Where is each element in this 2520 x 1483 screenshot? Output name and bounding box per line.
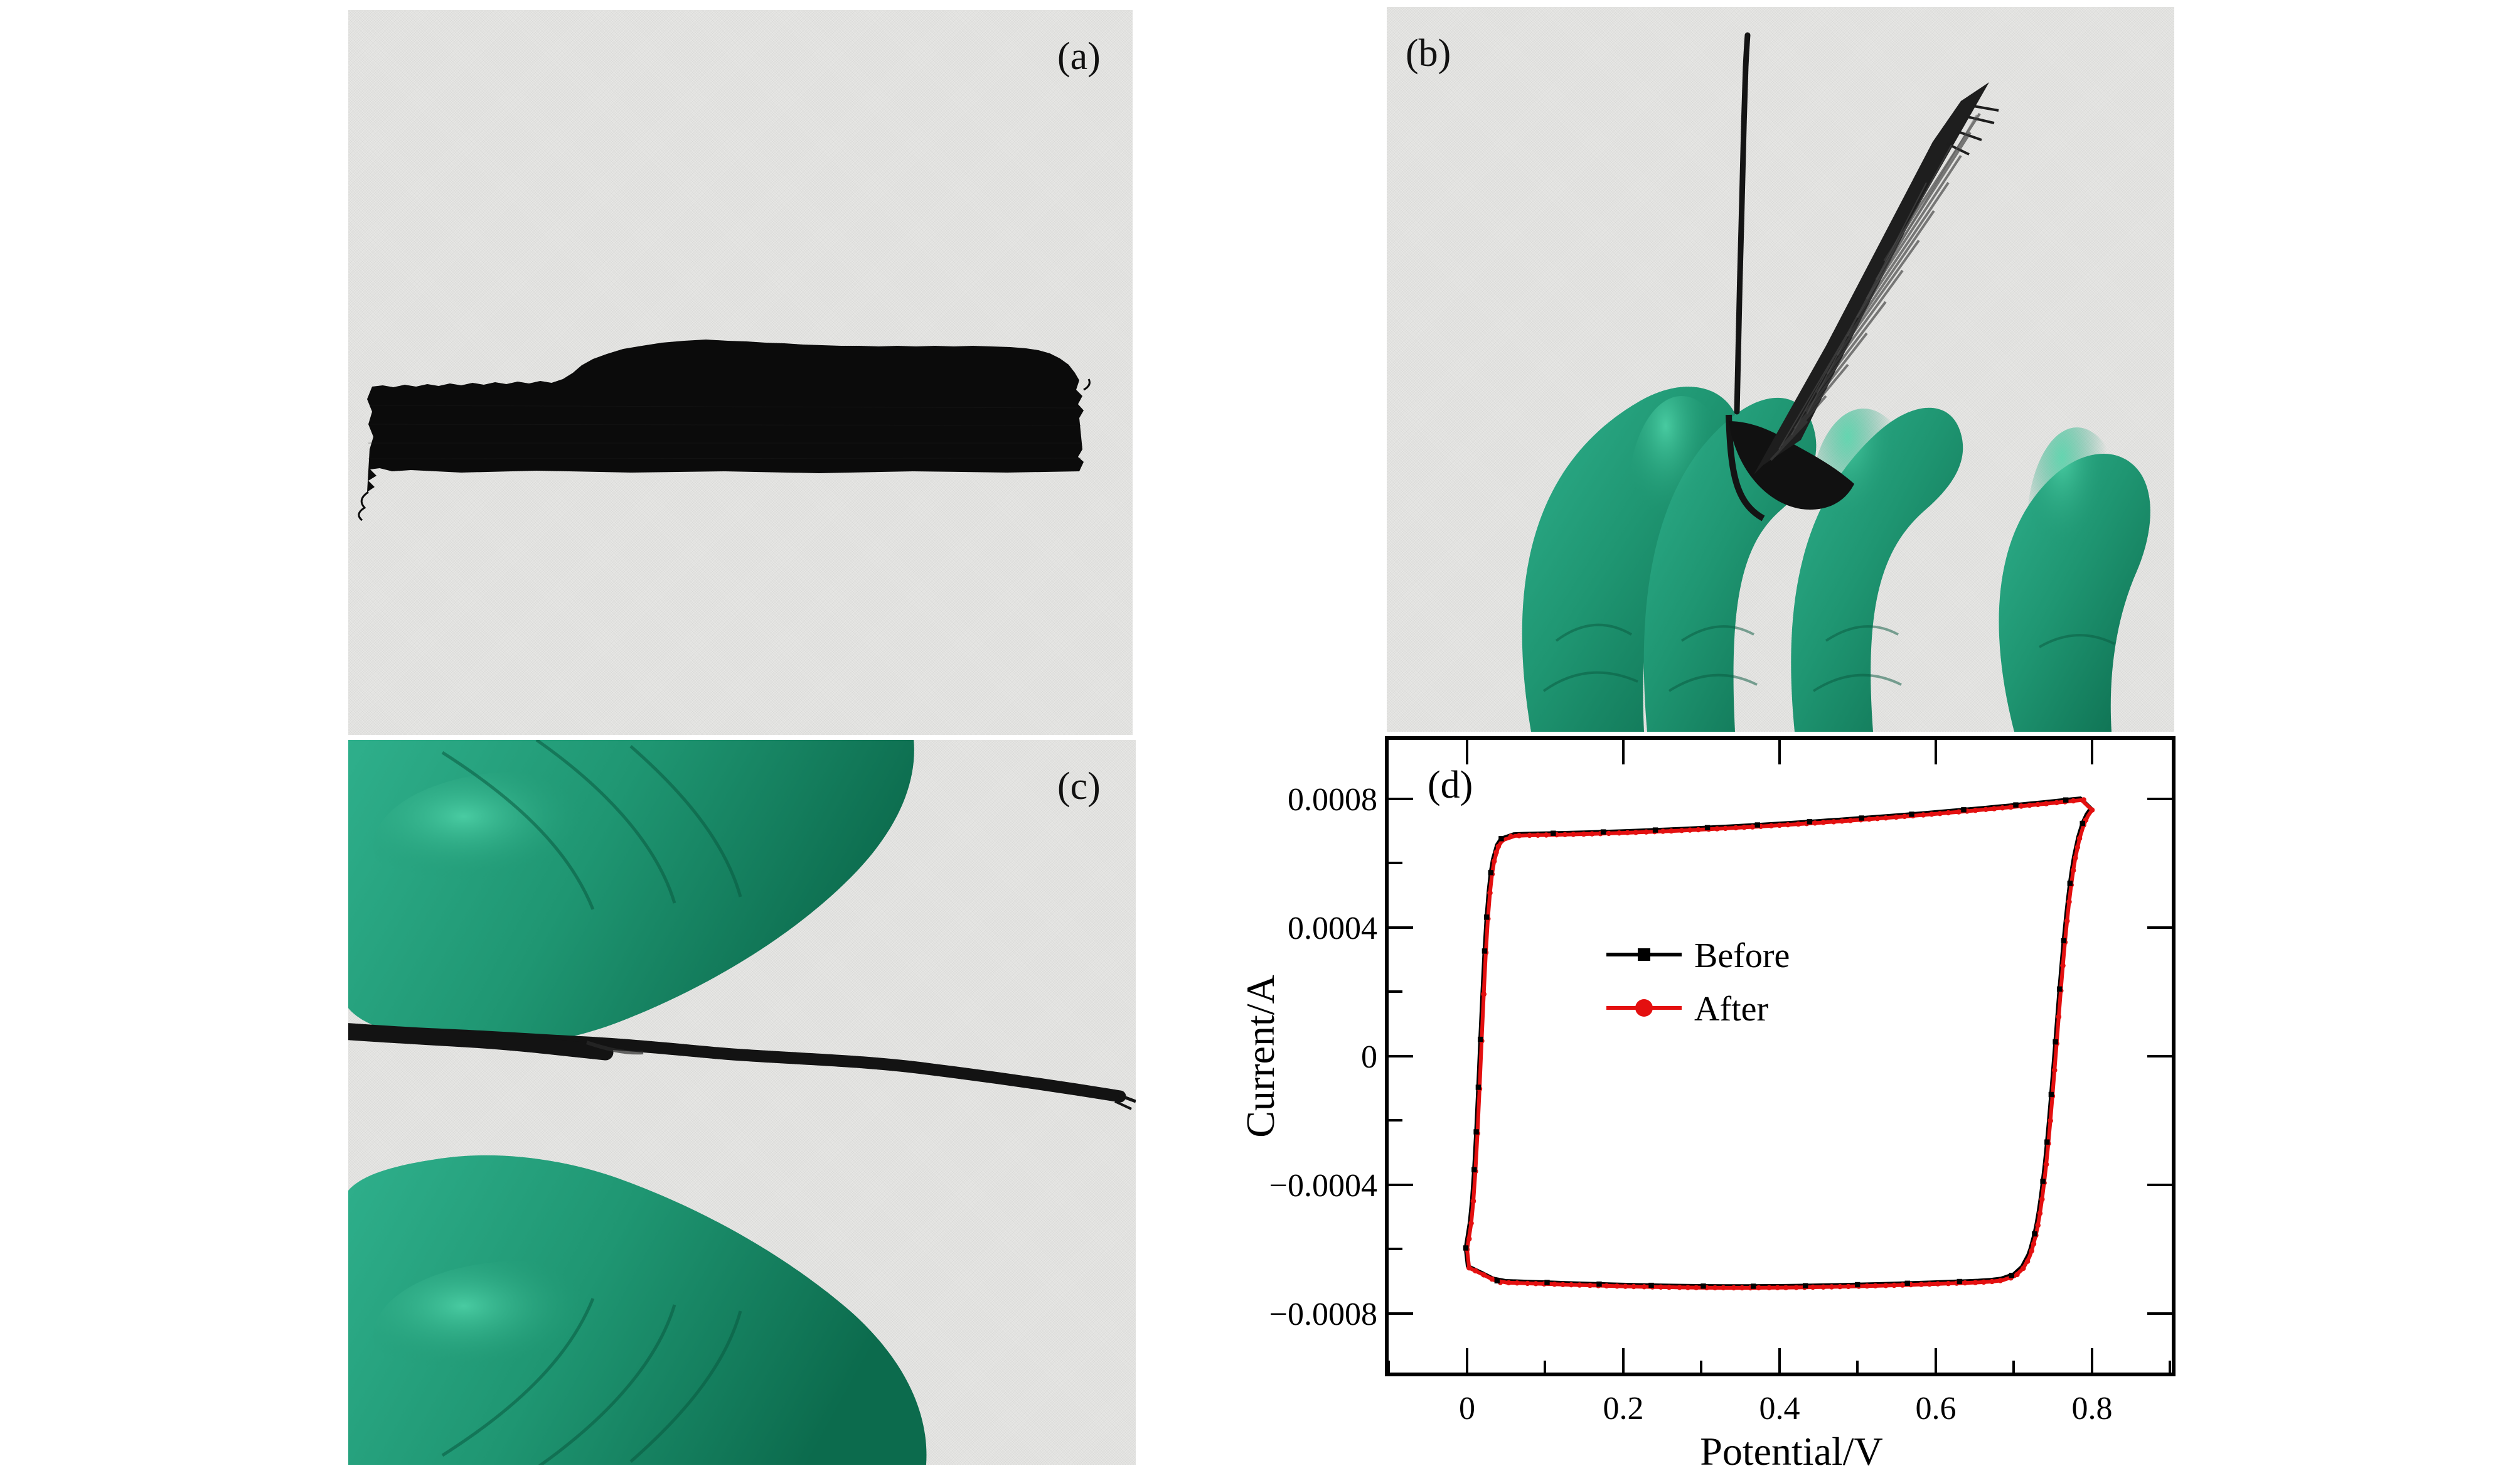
- svg-text:0.0004: 0.0004: [1288, 911, 1377, 946]
- svg-text:−0.0008: −0.0008: [1269, 1297, 1377, 1332]
- svg-text:Current/A: Current/A: [1238, 975, 1283, 1138]
- svg-text:Potential/V: Potential/V: [1700, 1429, 1883, 1474]
- svg-text:0.6: 0.6: [1916, 1391, 1957, 1427]
- svg-text:0: 0: [1361, 1039, 1377, 1075]
- svg-text:0: 0: [1459, 1391, 1475, 1427]
- svg-text:−0.0004: −0.0004: [1269, 1168, 1377, 1204]
- svg-text:0.0008: 0.0008: [1288, 782, 1377, 818]
- svg-text:0.2: 0.2: [1603, 1391, 1644, 1427]
- svg-text:Before: Before: [1694, 936, 1790, 975]
- svg-text:After: After: [1694, 990, 1769, 1029]
- svg-text:0.8: 0.8: [2072, 1391, 2113, 1427]
- svg-text:0.4: 0.4: [1759, 1391, 1800, 1427]
- svg-text:(d): (d): [1428, 764, 1473, 806]
